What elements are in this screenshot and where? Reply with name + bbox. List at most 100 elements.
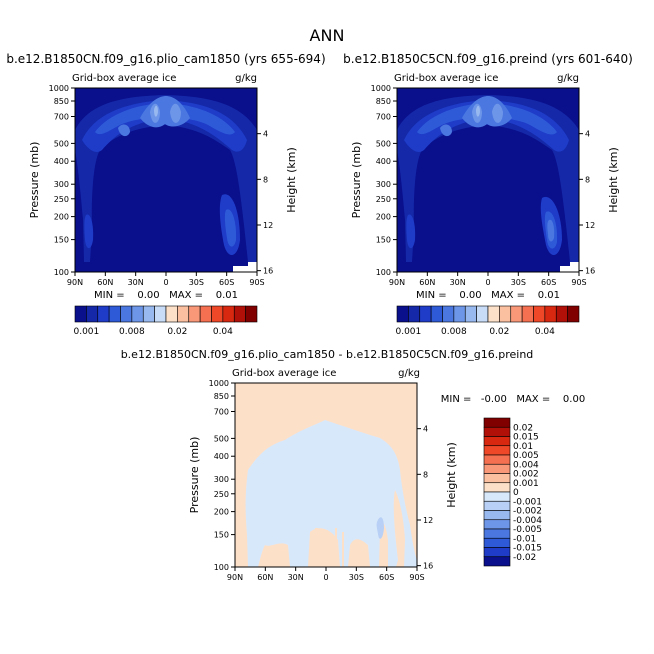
contour-level-pos-speckle [315,528,344,567]
y-tick-label: 700 [54,113,69,122]
colorbar-swatch [442,305,455,323]
colorbar-label: 0.04 [213,327,233,337]
contour-level-neg2 [376,517,384,539]
colorbar-swatch [476,305,489,323]
axis-label-left: Pressure (mb) [350,142,363,219]
y-tick-label: 700 [214,408,229,417]
x-tick-label: 60S [541,278,556,287]
colorbar-swatch [533,305,546,323]
x-tick-label: 90N [67,278,83,287]
contour-field [397,88,579,272]
axis-ticks-C: 1000 850 700 500 400 300 250 200 150 100 4 8 12 16 90N… [209,379,434,582]
colorbar-swatch [131,305,144,323]
contour-level-2c [84,214,94,249]
contour-level-6 [476,105,480,117]
colorbar-swatch [483,519,511,530]
x-tick-label: 90S [409,573,424,582]
panel-title: b.e12.B1850CN.f09_g16.plio_cam1850 (yrs … [6,52,325,66]
colorbar-label: 0.01 [513,442,533,452]
page-title: ANN [310,26,345,45]
y-tick-label: 1000 [49,84,69,93]
axis-label-right: Height (km) [285,147,298,213]
colorbar-label: -0.004 [513,516,542,526]
y2-tick-label: 8 [263,175,268,184]
x-tick-label: 90N [389,278,405,287]
y-tick-label: 1000 [371,84,391,93]
colorbar-swatch [483,510,511,521]
panel-subtitle-left: Grid-box average ice [72,73,176,84]
y-tick-label: 250 [54,195,69,204]
colorbar-swatch [396,305,409,323]
y-tick-label: 700 [376,113,391,122]
y-tick-label: 500 [54,139,69,148]
panel-title: b.e12.B1850C5CN.f09_g16.preind (yrs 601-… [343,52,633,66]
colorbar-label: 0.004 [513,460,539,470]
colorbar-label: 0.02 [513,423,533,433]
y-tick-label: 300 [376,180,391,189]
colorbar-swatch [521,305,534,323]
y2-tick-label: 12 [423,516,433,525]
axis-label-left: Pressure (mb) [28,142,41,219]
y2-tick-label: 4 [585,130,590,139]
y-tick-label: 400 [214,452,229,461]
y-tick-label: 200 [214,508,229,517]
axis-label-right: Height (km) [445,442,458,508]
colorbar-swatch [142,305,155,323]
x-tick-label: 30S [349,573,364,582]
y-tick-label: 250 [376,195,391,204]
contour-field [235,383,417,567]
min-max: MIN = 0.00 MAX = 0.01 [416,290,560,301]
y-tick-label: 400 [376,157,391,166]
contour-level-1 [75,95,257,262]
x-tick-label: 0 [485,278,490,287]
colorbar-swatch [74,305,87,323]
x-tick-label: 30N [450,278,466,287]
y2-tick-label: 8 [423,470,428,479]
colorbar-A: 0.001 0.008 0.02 0.04 [73,305,258,337]
y-tick-label: 200 [376,213,391,222]
x-tick-label: 30N [288,573,304,582]
colorbar-swatch [544,305,557,323]
colorbar-swatch [483,537,511,548]
colorbar-swatch [408,305,421,323]
colorbar-label: 0.001 [513,479,539,489]
colorbar-swatch [483,547,511,558]
contour-level-6 [154,105,158,117]
colorbar-swatch [483,473,511,484]
x-tick-label: 60N [419,278,435,287]
colorbar-swatch [97,305,110,323]
contour-level-4c [547,219,555,242]
y-tick-label: 150 [54,236,69,245]
colorbar-swatch [483,454,511,465]
panel-difference: b.e12.B1850CN.f09_g16.plio_cam1850 - b.e… [121,348,586,582]
x-tick-label: 0 [163,278,168,287]
colorbar-B: 0.001 0.008 0.02 0.04 [395,305,580,337]
colorbar-label: -0.002 [513,507,542,517]
y2-tick-label: 16 [585,267,595,276]
missing-data-patch [560,262,579,272]
min-max: MIN = -0.00 MAX = 0.00 [441,394,585,405]
colorbar-swatch [483,463,511,474]
colorbar-swatch [453,305,466,323]
colorbar-label: 0.005 [513,451,539,461]
colorbar-label: 0.001 [395,327,421,337]
missing-data-patch [233,262,257,272]
x-tick-label: 30S [189,278,204,287]
axis-ticks-A: 1000 850 700 500 400 300 250 200 150 100 4 8 12 16 90N… [49,84,274,287]
panel-subtitle-right: g/kg [235,73,257,84]
y2-tick-label: 4 [263,130,268,139]
colorbar-swatch [120,305,133,323]
colorbar-swatch [222,305,235,323]
panel-subtitle-left: Grid-box average ice [232,368,336,379]
colorbar-swatch [154,305,167,323]
y-tick-label: 850 [376,97,391,106]
panel-subtitle-left: Grid-box average ice [394,73,498,84]
colorbar-swatch [211,305,224,323]
colorbar-swatch [483,426,511,437]
colorbar-swatch [483,445,511,456]
colorbar-label: -0.02 [513,553,536,563]
colorbar-label: 0.015 [513,433,539,443]
colorbar-label: 0.002 [513,470,539,480]
y-tick-label: 150 [376,236,391,245]
colorbar-swatch [567,305,580,323]
